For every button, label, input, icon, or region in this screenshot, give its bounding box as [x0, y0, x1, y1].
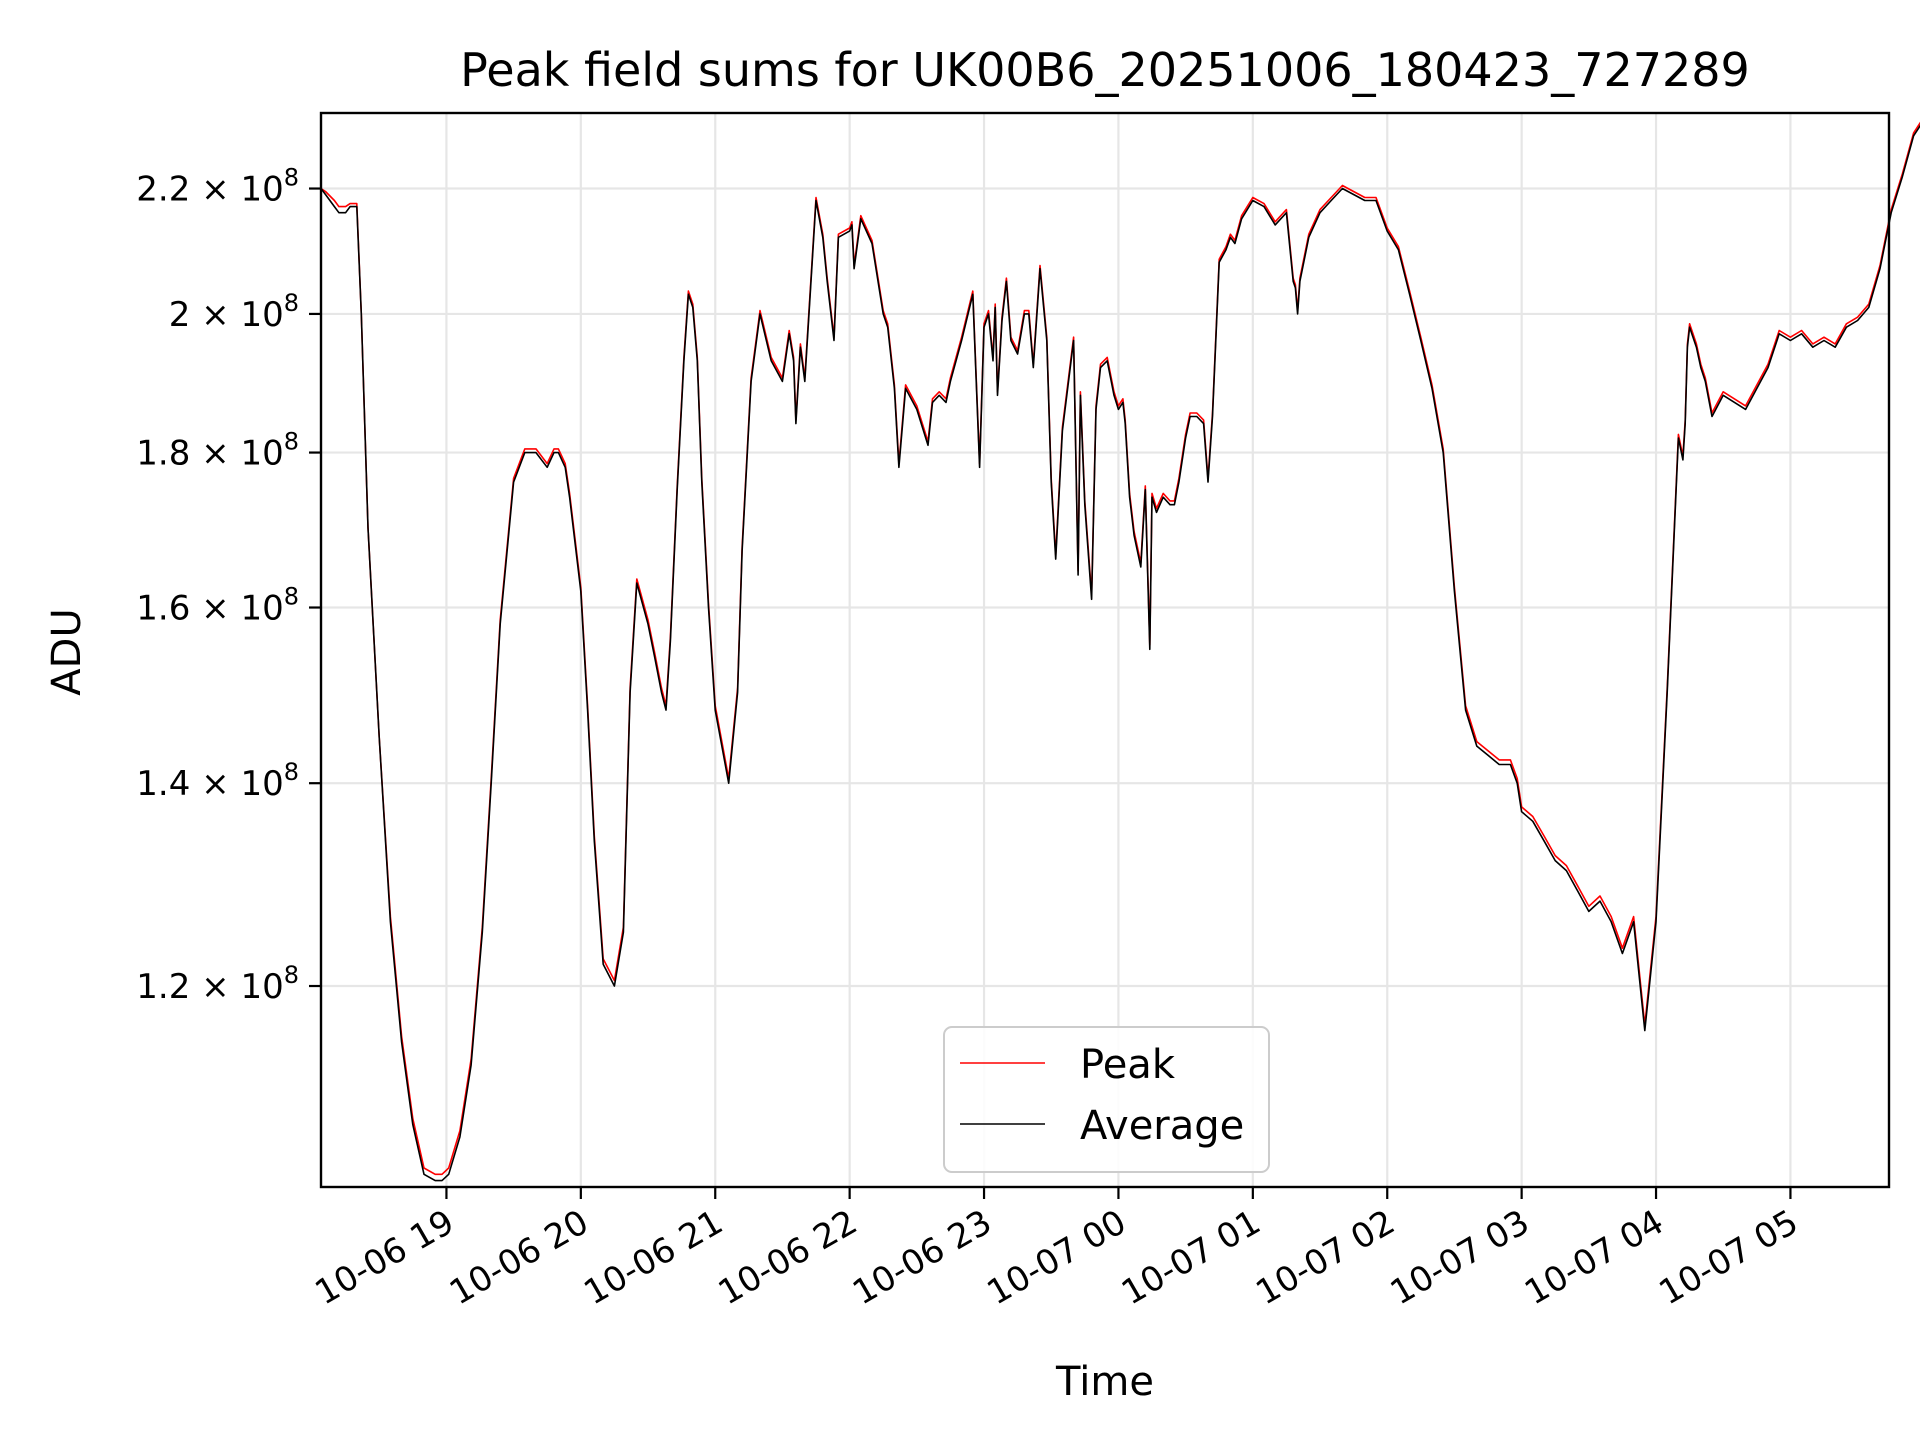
plot-frame — [319, 111, 1891, 1189]
x-tick-label: 10-07 02 — [1249, 1202, 1401, 1313]
y-tick-label: 2 × 108 — [169, 289, 299, 335]
x-tick-label: 10-06 19 — [309, 1202, 461, 1313]
x-tick-label: 10-07 01 — [1115, 1202, 1267, 1313]
series-line-average — [320, 124, 1920, 1182]
x-tick-label: 10-06 20 — [443, 1202, 595, 1313]
legend-label-average: Average — [1080, 1103, 1244, 1149]
y-axis-label: ADU — [44, 608, 90, 695]
y-tick-label: 2.2 × 108 — [136, 164, 299, 210]
x-tick-label: 10-07 04 — [1518, 1202, 1670, 1313]
x-tick-label: 10-06 22 — [712, 1202, 864, 1313]
y-tick-label: 1.8 × 108 — [136, 428, 299, 474]
y-tick-label: 1.4 × 108 — [136, 758, 299, 804]
y-axis: 1.2 × 108 1.4 × 108 1.6 × 108 1.8 × 108 2 × … — [136, 164, 321, 1007]
x-tick-label: 10-07 03 — [1384, 1202, 1536, 1313]
x-axis-label: Time — [1055, 1359, 1154, 1405]
series-layer — [320, 121, 1920, 1182]
grid — [321, 113, 1889, 1187]
legend-label-peak: Peak — [1080, 1042, 1176, 1088]
legend: Peak Average — [943, 1026, 1270, 1173]
y-tick-label: 1.6 × 108 — [136, 583, 299, 629]
x-tick-label: 10-06 23 — [846, 1202, 998, 1313]
chart-title: Peak field sums for UK00B6_20251006_1804… — [460, 43, 1750, 97]
x-tick-label: 10-07 05 — [1653, 1202, 1805, 1313]
x-tick-label: 10-07 00 — [981, 1202, 1133, 1313]
y-tick-label: 1.2 × 108 — [136, 961, 299, 1007]
series-line-peak — [320, 121, 1920, 1176]
x-tick-label: 10-06 21 — [577, 1202, 729, 1313]
